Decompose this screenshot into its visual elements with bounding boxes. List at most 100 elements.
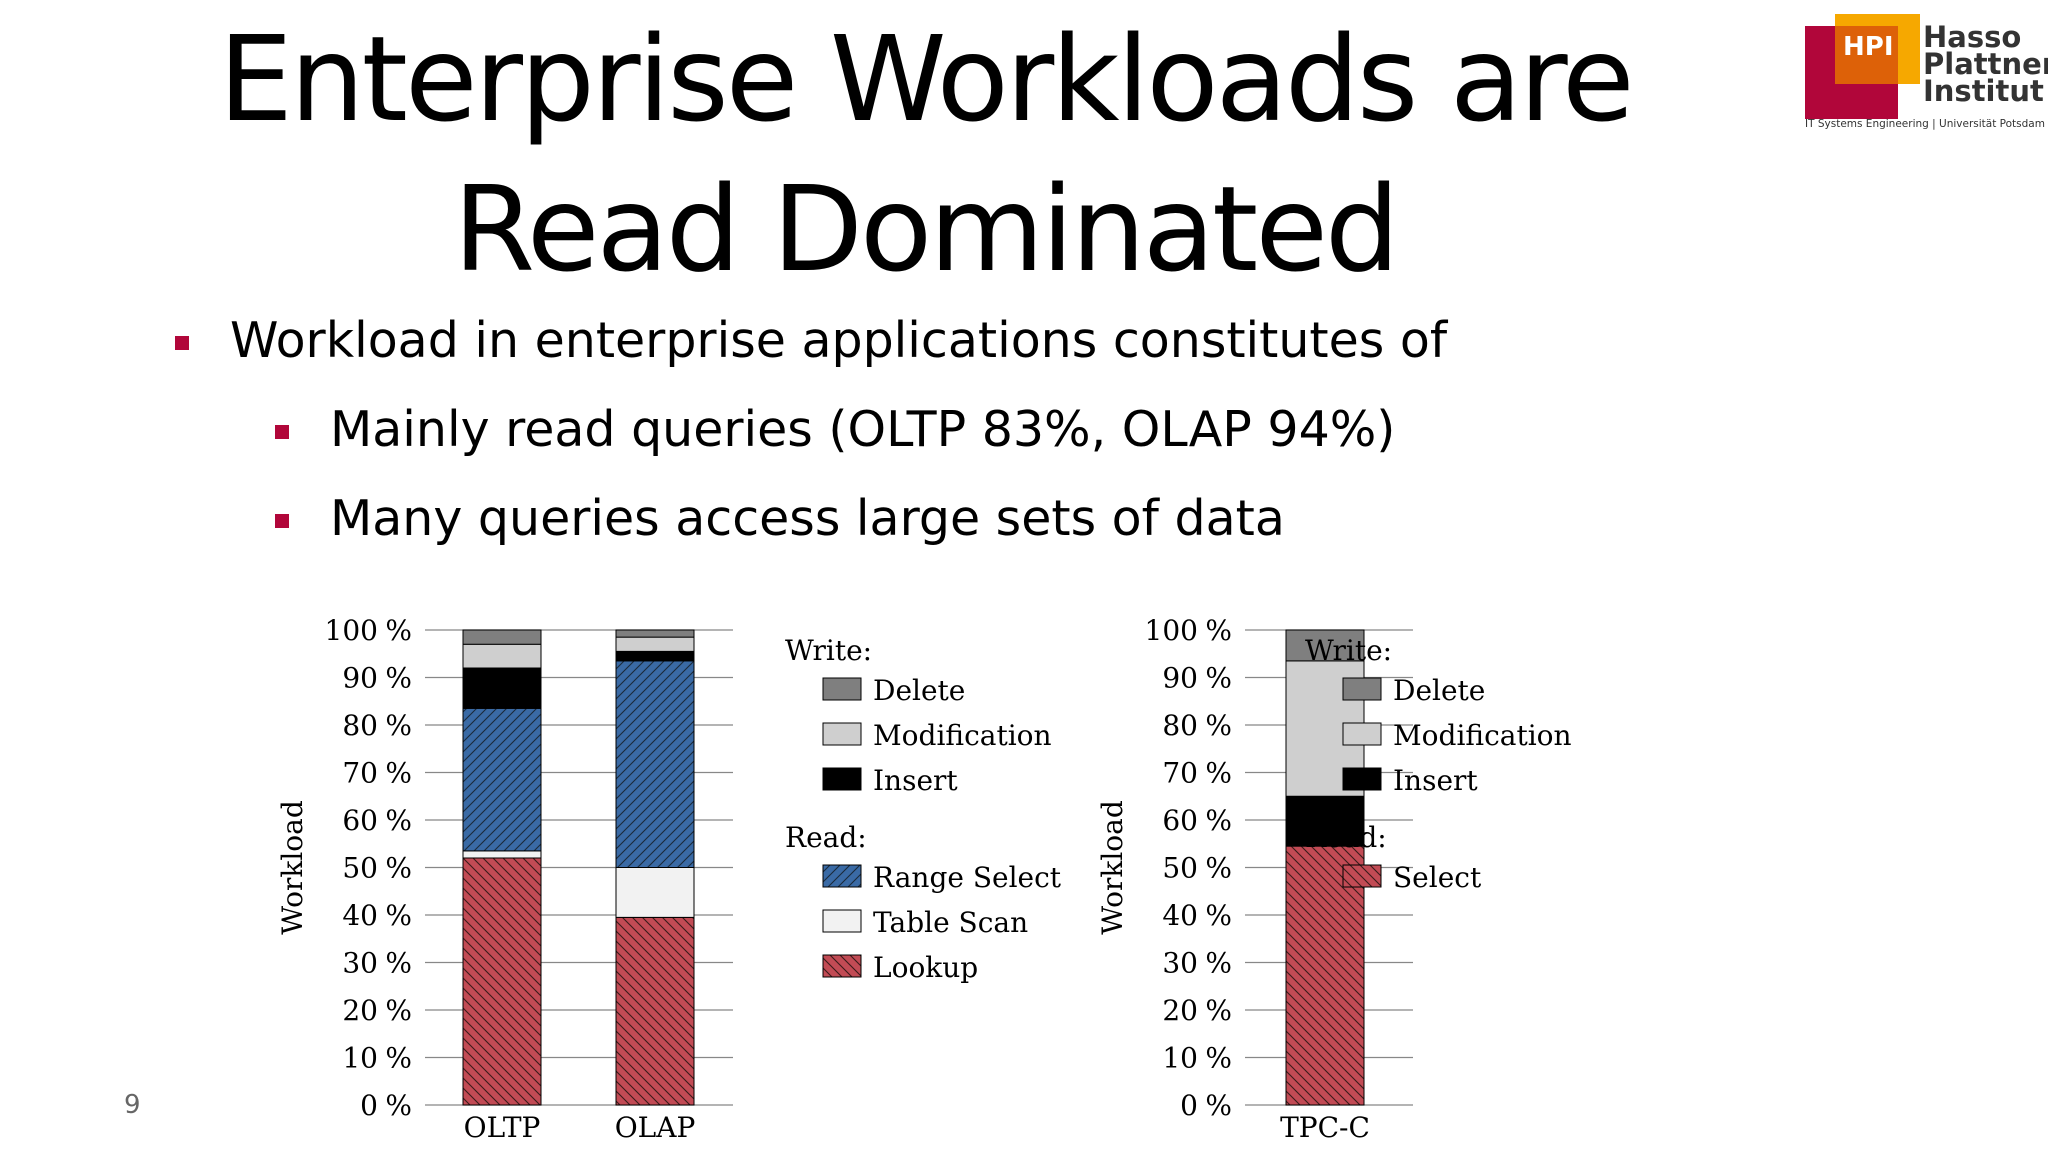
page-number: 9 xyxy=(124,1090,141,1120)
legend-label-range-select: Range Select xyxy=(873,861,1062,894)
y-tick-label: 10 xyxy=(1162,1042,1198,1075)
y-tick-unit: % xyxy=(1205,947,1232,980)
y-tick-unit: % xyxy=(385,852,412,885)
y-axis-label: Workload xyxy=(1096,800,1129,935)
y-tick-unit: % xyxy=(1205,614,1232,647)
bullet-level2: Many queries access large sets of data xyxy=(275,494,1285,543)
y-tick-unit: % xyxy=(1205,804,1232,837)
logo-name: Hasso Plattner Institut xyxy=(1923,20,2048,108)
y-tick-label: 50 xyxy=(342,852,378,885)
legend-group-title: Write: xyxy=(1305,634,1392,667)
y-axis-label: Workload xyxy=(276,800,309,935)
y-tick-label: 20 xyxy=(1162,994,1198,1027)
y-tick-unit: % xyxy=(1205,709,1232,742)
bar-segment-lookup xyxy=(462,857,542,1106)
y-tick-label: 0 xyxy=(360,1089,378,1122)
bullet-text: Many queries access large sets of data xyxy=(330,490,1285,547)
legend-label-lookup: Lookup xyxy=(873,951,978,984)
legend-label-delete: Delete xyxy=(1393,674,1485,707)
y-tick-unit: % xyxy=(385,804,412,837)
y-tick-label: 40 xyxy=(1162,899,1198,932)
y-tick-unit: % xyxy=(385,947,412,980)
y-tick-unit: % xyxy=(385,757,412,790)
y-tick-label: 60 xyxy=(342,804,378,837)
y-tick-label: 90 xyxy=(1162,662,1198,695)
y-tick-unit: % xyxy=(385,614,412,647)
legend-label-modification: Modification xyxy=(1393,719,1572,752)
bar-segment-insert xyxy=(615,650,695,662)
bullet-level2: Mainly read queries (OLTP 83%, OLAP 94%) xyxy=(275,405,1395,454)
workload-charts: 0 %10 %20 %30 %40 %50 %60 %70 %80 %90 %100 %Workloa… xyxy=(276,614,1572,1144)
legend-swatch-range-select xyxy=(822,864,862,888)
y-tick-unit: % xyxy=(385,994,412,1027)
y-tick-unit: % xyxy=(1205,757,1232,790)
legend-label-delete: Delete xyxy=(873,674,965,707)
legend-group-title: Read: xyxy=(1305,821,1387,854)
slide-title-line1: Enterprise Workloads are xyxy=(218,10,1634,148)
bar-segment-insert xyxy=(462,667,542,709)
legend-swatch-delete xyxy=(1342,677,1382,701)
bar-segment-delete xyxy=(462,629,542,645)
bullet-level1: Workload in enterprise applications cons… xyxy=(175,316,1447,365)
legend-swatch-insert xyxy=(822,767,862,791)
y-tick-label: 10 xyxy=(342,1042,378,1075)
bar-segment-delete xyxy=(615,629,695,638)
y-tick-label: 90 xyxy=(342,662,378,695)
legend-label-modification: Modification xyxy=(873,719,1052,752)
legend-group-title: Read: xyxy=(785,821,867,854)
bar-segment-lookup xyxy=(615,916,695,1106)
y-tick-unit: % xyxy=(385,662,412,695)
legend-swatch-modification xyxy=(822,722,862,746)
bar-segment-modification xyxy=(615,636,695,652)
bar-segment-modification xyxy=(462,643,542,669)
y-tick-unit: % xyxy=(385,899,412,932)
bullet-text: Workload in enterprise applications cons… xyxy=(230,312,1448,369)
y-tick-unit: % xyxy=(1205,662,1232,695)
y-tick-label: 60 xyxy=(1162,804,1198,837)
bar-segment-delete xyxy=(1285,629,1365,662)
bar-segment-range-select xyxy=(615,660,695,868)
x-tick-label: OLTP xyxy=(464,1111,541,1144)
legend-swatch-select xyxy=(1342,864,1382,888)
y-tick-label: 70 xyxy=(1162,757,1198,790)
bullet-square-icon xyxy=(275,425,289,439)
bar-segment-range-select xyxy=(462,707,542,852)
bullet-square-icon xyxy=(175,336,189,350)
y-tick-unit: % xyxy=(385,709,412,742)
y-tick-unit: % xyxy=(385,1089,412,1122)
y-tick-label: 70 xyxy=(342,757,378,790)
x-tick-label: OLAP xyxy=(615,1111,696,1144)
bar-segment-insert xyxy=(1285,795,1365,847)
y-tick-label: 30 xyxy=(1162,947,1198,980)
bar-segment-select xyxy=(1285,845,1365,1106)
bar-segment-table-scan xyxy=(462,850,542,859)
logo-name-line3: Institut xyxy=(1923,74,2044,108)
legend-swatch-modification xyxy=(1342,722,1382,746)
legend-swatch-delete xyxy=(822,677,862,701)
y-tick-label: 100 xyxy=(1145,614,1198,647)
bar-segment-table-scan xyxy=(615,867,695,918)
y-tick-unit: % xyxy=(1205,1042,1232,1075)
hpi-logo: HPI Hasso Plattner Institut IT Systems E… xyxy=(1805,14,2048,134)
y-tick-unit: % xyxy=(1205,1089,1232,1122)
legend-group-title: Write: xyxy=(785,634,872,667)
y-tick-label: 80 xyxy=(342,709,378,742)
y-tick-unit: % xyxy=(385,1042,412,1075)
legend-swatch-insert xyxy=(1342,767,1382,791)
logo-short: HPI xyxy=(1843,32,1894,62)
y-tick-unit: % xyxy=(1205,994,1232,1027)
legend-label-table-scan: Table Scan xyxy=(873,906,1028,939)
legend-label-select: Select xyxy=(1393,861,1482,894)
legend-swatch-lookup xyxy=(822,954,862,978)
logo-subtitle: IT Systems Engineering | Universität Pot… xyxy=(1805,118,2045,130)
logo-name-line2: Plattner xyxy=(1923,47,2048,81)
y-tick-label: 80 xyxy=(1162,709,1198,742)
x-tick-label: TPC-C xyxy=(1280,1111,1370,1144)
logo-name-line1: Hasso xyxy=(1923,20,2022,54)
y-tick-unit: % xyxy=(1205,899,1232,932)
bullet-square-icon xyxy=(275,514,289,528)
bullet-text: Mainly read queries (OLTP 83%, OLAP 94%) xyxy=(330,401,1396,458)
y-tick-label: 100 xyxy=(325,614,378,647)
y-tick-label: 30 xyxy=(342,947,378,980)
legend-label-insert: Insert xyxy=(873,764,958,797)
